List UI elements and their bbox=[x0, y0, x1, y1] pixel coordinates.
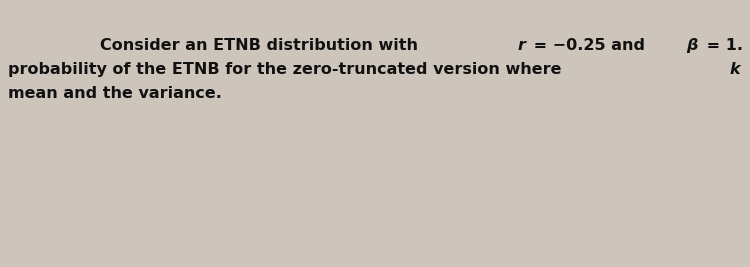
Text: k: k bbox=[730, 62, 740, 77]
Text: Consider an ETNB distribution with: Consider an ETNB distribution with bbox=[100, 38, 424, 53]
Text: = 1,2 and find the: = 1,2 and find the bbox=[743, 62, 750, 77]
Text: mean and the variance.: mean and the variance. bbox=[8, 86, 222, 101]
Text: r: r bbox=[518, 38, 526, 53]
Text: = −0.25 and: = −0.25 and bbox=[528, 38, 650, 53]
Text: β: β bbox=[686, 38, 698, 53]
Text: = 1. Determine the: = 1. Determine the bbox=[700, 38, 750, 53]
Text: probability of the ETNB for the zero-truncated version where: probability of the ETNB for the zero-tru… bbox=[8, 62, 567, 77]
